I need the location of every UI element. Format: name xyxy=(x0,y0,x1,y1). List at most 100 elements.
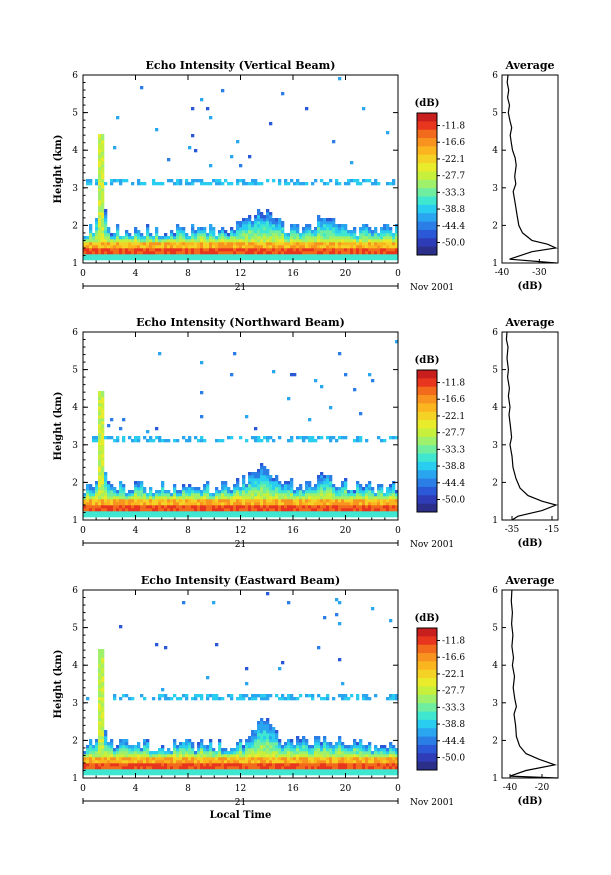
echo-cell xyxy=(284,233,288,237)
echo-cell xyxy=(95,233,99,237)
echo-cell xyxy=(110,490,114,494)
echo-cell xyxy=(89,227,93,231)
echo-cell xyxy=(239,242,243,246)
echo-cell xyxy=(233,490,237,494)
echo-cell xyxy=(353,179,357,183)
echo-cell xyxy=(278,242,282,246)
profile-y-tick-label: 3 xyxy=(492,441,498,451)
echo-cell xyxy=(203,484,207,488)
echo-cell xyxy=(176,182,180,186)
echo-cell xyxy=(101,439,105,443)
echo-cell xyxy=(350,251,354,255)
echo-cell xyxy=(269,757,273,761)
echo-cell xyxy=(392,748,396,752)
echo-cell xyxy=(110,766,114,770)
echo-cell xyxy=(188,496,192,500)
echo-cell xyxy=(116,493,120,497)
echo-cell xyxy=(362,748,366,752)
echo-cell xyxy=(368,742,372,746)
echo-cell xyxy=(101,179,105,183)
echo-cell xyxy=(110,769,114,773)
echo-cell xyxy=(362,242,366,246)
echo-cell xyxy=(290,257,294,261)
echo-cell xyxy=(113,236,117,240)
echo-cell xyxy=(245,239,249,243)
echo-cell xyxy=(308,481,312,485)
echo-cell xyxy=(182,230,186,234)
echo-cell xyxy=(224,772,228,776)
echo-cell xyxy=(332,236,336,240)
echo-cell xyxy=(272,478,276,482)
echo-cell xyxy=(305,514,309,518)
echo-cell xyxy=(272,224,276,228)
echo-cell xyxy=(266,721,270,725)
echo-cell xyxy=(254,763,258,767)
echo-cell xyxy=(143,508,147,512)
echo-cell xyxy=(161,182,165,186)
echo-cell xyxy=(395,493,399,497)
echo-cell xyxy=(308,694,312,698)
echo-cell xyxy=(146,233,150,237)
echo-cell xyxy=(362,254,366,258)
echo-cell xyxy=(167,757,171,761)
echo-cell xyxy=(101,412,105,416)
echo-cell xyxy=(101,721,105,725)
echo-cell xyxy=(260,248,264,252)
echo-cell xyxy=(224,754,228,758)
echo-cell xyxy=(320,487,324,491)
echo-cell xyxy=(263,230,267,234)
echo-cell xyxy=(173,514,177,518)
echo-cell xyxy=(176,757,180,761)
echo-cell xyxy=(155,436,159,440)
echo-cell xyxy=(308,224,312,228)
echo-cell xyxy=(245,233,249,237)
echo-cell xyxy=(350,493,354,497)
echo-cell xyxy=(125,245,129,249)
echo-cell xyxy=(125,230,129,234)
echo-cell xyxy=(221,502,225,506)
echo-cell xyxy=(170,751,174,755)
echo-cell xyxy=(221,505,225,509)
echo-cell xyxy=(113,751,117,755)
echo-cell xyxy=(269,499,273,503)
echo-cell xyxy=(200,763,204,767)
echo-cell xyxy=(368,763,372,767)
echo-cell xyxy=(371,182,375,186)
echo-cell xyxy=(155,757,159,761)
echo-cell xyxy=(149,245,153,249)
echo-cell xyxy=(317,475,321,479)
echo-cell xyxy=(353,242,357,246)
echo-cell xyxy=(122,514,126,518)
echo-cell xyxy=(323,514,327,518)
echo-cell xyxy=(350,514,354,518)
echo-cell xyxy=(119,493,123,497)
echo-cell xyxy=(296,748,300,752)
echo-cell xyxy=(101,170,105,174)
echo-cell xyxy=(116,116,120,120)
echo-cell xyxy=(206,745,210,749)
echo-cell xyxy=(227,694,231,698)
echo-cell xyxy=(218,757,222,761)
echo-cell xyxy=(107,248,111,252)
echo-cell xyxy=(185,511,189,515)
echo-cell xyxy=(242,751,246,755)
colorbar-level-label: -38.8 xyxy=(442,462,465,472)
echo-cell xyxy=(110,739,114,743)
echo-cell xyxy=(248,218,252,222)
echo-cell xyxy=(125,499,129,503)
echo-cell xyxy=(92,745,96,749)
echo-cell xyxy=(245,751,249,755)
echo-cell xyxy=(137,514,141,518)
echo-cell xyxy=(203,496,207,500)
echo-cell xyxy=(104,757,108,761)
echo-cell xyxy=(284,484,288,488)
echo-cell xyxy=(107,487,111,491)
echo-cell xyxy=(236,499,240,503)
colorbar-swatch xyxy=(417,644,437,654)
echo-cell xyxy=(101,700,105,704)
x-tick-label: 4 xyxy=(133,526,139,536)
echo-cell xyxy=(281,490,285,494)
echo-cell xyxy=(122,236,126,240)
echo-cell xyxy=(263,721,267,725)
echo-cell xyxy=(389,245,393,249)
